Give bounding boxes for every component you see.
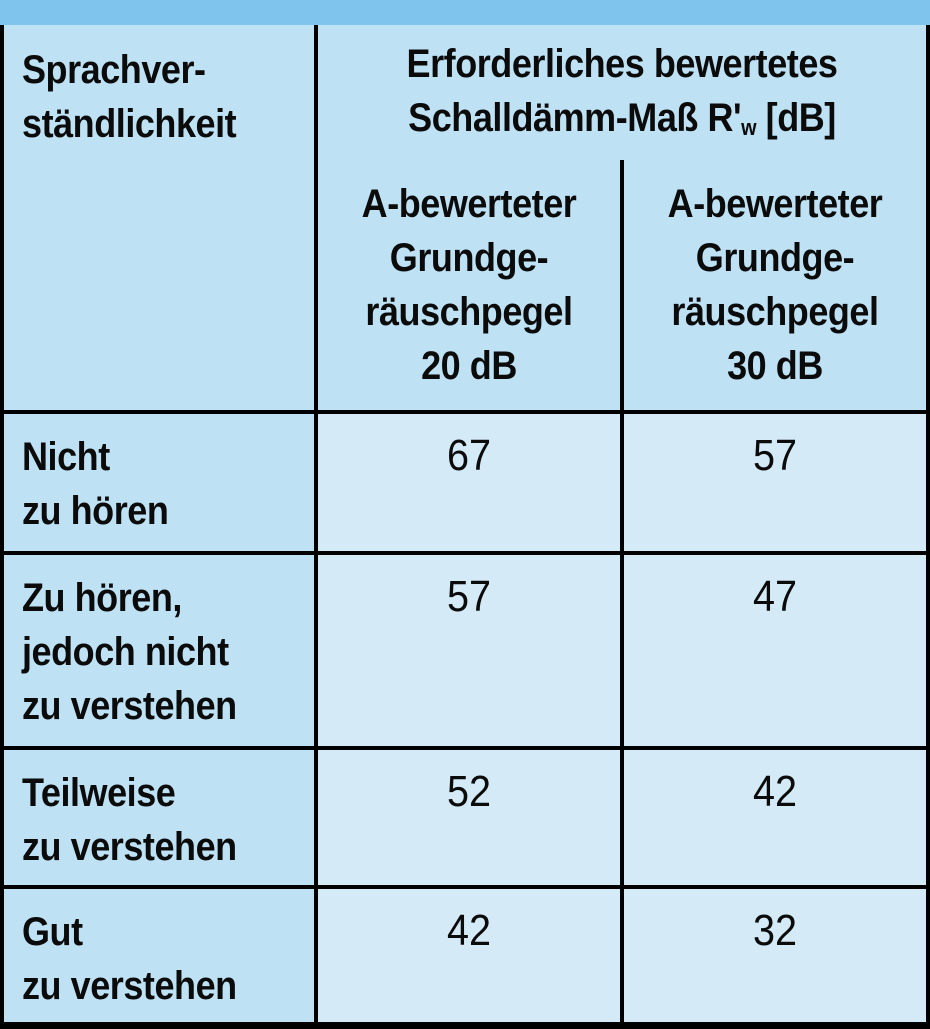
table-border-right — [926, 25, 930, 1029]
cell-value: 57 — [752, 431, 798, 480]
sound-insulation-table: Sprachver- ständlichkeit Erforderliches … — [0, 25, 930, 1029]
column-group-header: Erforderliches bewertetes Schalldämm-Maß… — [348, 37, 895, 151]
header-separator-line — [0, 410, 930, 414]
cell-value: 67 — [446, 431, 492, 480]
row-separator-line-3 — [0, 885, 930, 889]
column-group-header-line2-post: [dB] — [756, 96, 837, 140]
row-label-teilweise-zu-verstehen: Teilweise zu verstehen — [22, 771, 237, 869]
row-label-nicht-zu-hoeren: Nicht zu hören — [22, 435, 169, 533]
column-group-header-line1: Erforderliches bewertetes — [406, 42, 838, 86]
top-accent-bar — [0, 0, 930, 25]
cell-value: 47 — [752, 572, 798, 621]
column-divider-1 — [314, 25, 318, 1029]
table-border-bottom — [0, 1022, 930, 1029]
rw-subscript: w — [741, 114, 757, 140]
cell-value: 57 — [446, 572, 492, 621]
subcolumn-header-20db: A-bewerteter Grundge- räuschpegel 20 dB — [361, 182, 577, 388]
table-border-left — [0, 25, 4, 1029]
cell-value: 52 — [446, 767, 492, 816]
column-group-header-line2-pre: Schalldämm-Maß R' — [408, 96, 742, 140]
cell-value: 42 — [446, 906, 492, 955]
row-separator-line-2 — [0, 746, 930, 750]
cell-value: 42 — [752, 767, 798, 816]
row-axis-header: Sprachver- ständlichkeit — [22, 48, 237, 146]
row-label-zu-hoeren-nicht-verstehen: Zu hören, jedoch nicht zu verstehen — [22, 576, 237, 728]
column-divider-2 — [620, 160, 624, 1029]
row-separator-line-1 — [0, 551, 930, 555]
subcolumn-header-30db: A-bewerteter Grundge- räuschpegel 30 dB — [667, 182, 883, 388]
column-group-header-line2: Schalldämm-Maß R'w [dB] — [348, 91, 895, 151]
cell-value: 32 — [752, 906, 798, 955]
row-label-gut-zu-verstehen: Gut zu verstehen — [22, 910, 237, 1008]
